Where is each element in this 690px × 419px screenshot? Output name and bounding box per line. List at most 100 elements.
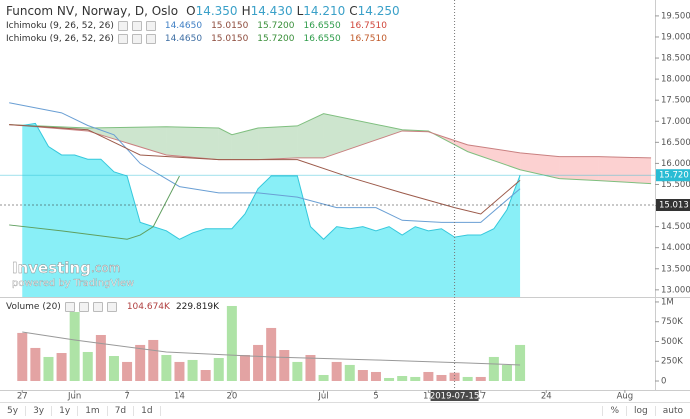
volume-bar [95,334,106,381]
volume-bar [370,371,381,381]
y-tick-label: 13.500 [661,264,690,274]
area-line [22,122,521,240]
x-tick-label: 11 [423,392,434,402]
price-legend: Funcom NV, Norway, D, Oslo O14.350 H14.43… [6,4,400,18]
line [9,175,180,240]
y-tick-label: 14.500 [661,222,690,232]
icon[interactable] [92,302,103,312]
x-tick-label: 7 [124,392,129,402]
x-tick-label: 5 [373,392,378,402]
range-button[interactable]: 1d [134,406,161,416]
y-tick-label: 19.000 [661,32,690,42]
cloud [231,128,259,160]
icon[interactable] [117,34,128,44]
volume-bar [226,305,237,381]
watermark-tagline: powered by TradingView [12,278,134,289]
x-tick-label: Jul [317,392,328,402]
range-button[interactable]: 3y [26,406,53,416]
volume-bar [213,357,224,381]
icon[interactable] [64,302,75,312]
y-tick-label: 18.500 [661,54,690,64]
scale-options: % log auto [602,406,690,416]
volume-bar [397,376,408,381]
range-button[interactable]: 1m [78,406,108,416]
volume-bar [501,364,512,381]
option-button[interactable]: % [602,406,626,416]
cloud [297,113,324,158]
y-tick-label: 13.000 [661,285,690,295]
icon[interactable] [145,21,156,31]
x-tick-label: 14 [174,392,185,402]
x-tick-label: 17 [475,392,486,402]
x-tick-label: 20 [226,392,237,402]
watermark: Investing.com [12,259,120,277]
volume-bar [449,372,460,381]
volume-bar [475,376,486,381]
ohlc-value: 14.210 [303,4,346,18]
option-button[interactable]: auto [654,406,690,416]
volume-bar [515,344,526,381]
range-button[interactable]: 5y [0,406,27,416]
cloud [559,156,599,181]
y-tick-label: 18.000 [661,75,690,85]
ohlc-value: 14.350 [195,4,238,18]
volume-bar [305,354,316,381]
watermark-suffix: .com [91,261,120,275]
range-button[interactable]: 7d [108,406,135,416]
volume-bar [318,374,329,381]
cloud [598,156,652,184]
icon[interactable] [131,34,142,44]
range-button[interactable]: 1y [52,406,79,416]
indicator-value: 15.0150 [211,34,249,44]
volume-ma [22,331,521,366]
indicator-value: 15.0150 [211,21,249,31]
ohlc-key: O [186,4,196,18]
line [9,102,521,223]
y-tick-label: 1M [661,297,674,307]
icon[interactable] [131,21,142,31]
icon[interactable] [145,34,156,44]
y-tick-label: 0 [661,376,666,386]
volume-bar [384,377,395,381]
ohlc-key: H [241,4,251,18]
indicator-value: 16.7510 [349,21,387,31]
y-tick-label: 15.500 [661,180,690,190]
crosshair-label: 2019-07-15 [430,392,479,402]
icon[interactable] [78,302,89,312]
volume-title: Volume (20) [6,302,61,312]
indicator-name: Ichimoku (9, 26, 52, 26) [6,34,114,44]
crosshair-label-bg [430,390,479,401]
indicator-value: 15.7200 [257,21,295,31]
indicator-legend: Ichimoku (9, 26, 52, 26) 14.4650 15.0150 15… [6,34,387,44]
y-tick-label: 14.000 [661,243,690,253]
indicator-value: 16.6550 [303,21,341,31]
watermark-brand: Investing [12,259,91,277]
volume-bar [239,354,250,381]
indicator-name: Ichimoku (9, 26, 52, 26) [6,21,114,31]
option-button[interactable]: log [626,406,655,416]
price-label-bg [656,199,690,212]
volume-values: 104.674K 229.819K [121,302,219,312]
toolbar: 5y 3y 1y 1m 7d 1d % log auto [0,402,690,419]
icon[interactable] [106,302,117,312]
volume-bar [108,356,119,381]
y-tick-label: 750K [661,317,683,327]
price-pane [9,102,652,297]
y-tick-label: 19.500 [661,11,690,21]
ohlc-key: C [349,4,358,18]
indicator-value: 16.7510 [349,34,387,44]
cloud [218,128,232,160]
volume-bar [148,339,159,381]
cloud [520,152,560,179]
volume-bar [488,356,499,381]
cloud [258,125,298,160]
volume-legend: Volume (20) 104.674K 229.819K [6,302,219,312]
icon[interactable] [117,21,128,31]
volume-bar [200,370,211,381]
volume-bar [423,371,434,381]
volume-bar [279,350,290,381]
volume-bar [122,361,133,381]
cloud-line [9,124,652,161]
volume-bar [135,344,146,381]
